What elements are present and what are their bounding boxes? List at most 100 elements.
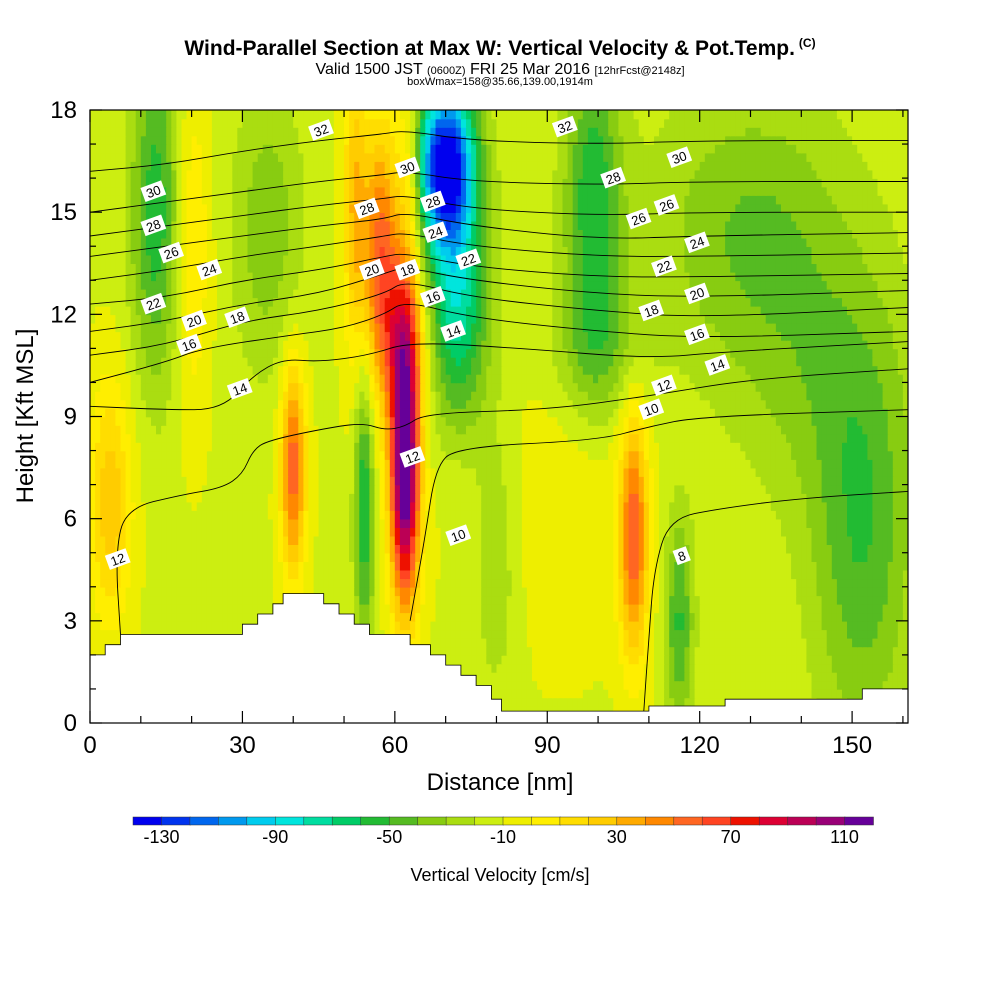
velocity-cell <box>405 620 411 631</box>
velocity-cell <box>466 654 472 665</box>
velocity-cell <box>847 688 853 699</box>
velocity-cell <box>232 629 239 639</box>
velocity-cell <box>506 637 513 648</box>
velocity-cell <box>247 518 254 528</box>
velocity-cell <box>603 484 610 494</box>
velocity-cell <box>486 663 493 673</box>
velocity-cell <box>471 620 477 631</box>
velocity-cell <box>628 552 635 562</box>
velocity-cell <box>694 476 701 486</box>
velocity-cell <box>811 476 818 486</box>
velocity-cell <box>613 663 620 673</box>
velocity-cell <box>552 629 559 639</box>
velocity-cell <box>836 663 843 673</box>
velocity-cell <box>486 603 493 614</box>
velocity-cell <box>552 637 559 648</box>
velocity-cell <box>176 569 183 580</box>
velocity-cell <box>587 535 594 545</box>
velocity-cell <box>740 680 747 690</box>
velocity-cell <box>344 544 350 554</box>
velocity-cell <box>481 510 488 520</box>
velocity-cell <box>115 629 122 639</box>
velocity-cell <box>831 544 838 554</box>
velocity-cell <box>288 501 294 511</box>
velocity-cell <box>115 510 122 520</box>
velocity-cell <box>460 484 467 494</box>
velocity-cell <box>222 629 228 639</box>
velocity-cell <box>847 620 853 631</box>
velocity-cell <box>664 569 670 580</box>
velocity-cell <box>252 484 259 494</box>
velocity-cell <box>537 493 543 503</box>
velocity-cell <box>481 569 488 580</box>
velocity-cell <box>791 586 797 597</box>
velocity-cell <box>598 697 604 707</box>
velocity-cell <box>293 510 300 520</box>
velocity-cell <box>206 527 213 537</box>
velocity-cell <box>735 476 742 486</box>
velocity-cell <box>283 510 289 520</box>
velocity-cell <box>608 544 615 554</box>
velocity-cell <box>176 586 183 597</box>
velocity-cell <box>659 671 665 682</box>
velocity-cell <box>572 603 579 614</box>
velocity-cell <box>516 552 523 562</box>
velocity-cell <box>654 510 660 520</box>
velocity-cell <box>267 544 274 554</box>
velocity-cell <box>796 510 803 520</box>
velocity-cell <box>760 527 767 537</box>
velocity-cell <box>95 586 101 597</box>
velocity-cell <box>567 612 574 622</box>
velocity-cell <box>689 544 696 554</box>
velocity-cell <box>399 569 406 580</box>
velocity-cell <box>445 518 452 528</box>
velocity-cell <box>542 484 549 494</box>
velocity-cell <box>699 552 706 562</box>
velocity-cell <box>115 484 122 494</box>
velocity-cell <box>516 697 523 707</box>
velocity-cell <box>831 586 838 597</box>
velocity-cell <box>90 552 96 562</box>
velocity-cell <box>821 586 828 597</box>
velocity-cell <box>211 612 218 622</box>
velocity-cell <box>262 501 269 511</box>
velocity-cell <box>511 578 518 588</box>
velocity-cell <box>410 561 416 571</box>
velocity-cell <box>181 493 188 503</box>
velocity-cell <box>598 595 604 605</box>
velocity-cell <box>836 629 843 639</box>
velocity-cell <box>613 697 620 707</box>
velocity-cell <box>272 527 279 537</box>
velocity-cell <box>440 646 447 656</box>
velocity-cell <box>770 493 777 503</box>
velocity-cell <box>521 620 528 631</box>
velocity-cell <box>217 484 223 494</box>
velocity-cell <box>562 671 569 682</box>
velocity-cell <box>892 620 899 631</box>
velocity-cell <box>725 663 731 673</box>
velocity-cell <box>847 595 853 605</box>
velocity-cell <box>648 518 655 528</box>
velocity-cell <box>237 620 244 631</box>
velocity-cell <box>481 603 488 614</box>
velocity-cell <box>308 535 315 545</box>
velocity-cell <box>821 459 828 469</box>
velocity-cell <box>440 501 447 511</box>
velocity-cell <box>374 510 381 520</box>
velocity-cell <box>466 578 472 588</box>
velocity-cell <box>237 578 244 588</box>
velocity-cell <box>344 603 350 614</box>
velocity-cell <box>740 544 747 554</box>
velocity-cell <box>364 578 371 588</box>
velocity-cell <box>593 706 599 716</box>
velocity-cell <box>816 561 823 571</box>
velocity-cell <box>567 629 574 639</box>
velocity-cell <box>532 578 538 588</box>
velocity-cell <box>420 484 427 494</box>
velocity-cell <box>902 620 908 631</box>
velocity-cell <box>775 501 782 511</box>
velocity-cell <box>252 501 259 511</box>
velocity-cell <box>206 586 213 597</box>
velocity-cell <box>572 663 579 673</box>
velocity-cell <box>806 603 813 614</box>
